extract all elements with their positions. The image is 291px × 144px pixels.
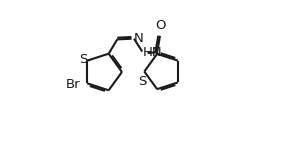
Text: O: O: [155, 19, 166, 32]
Text: HN: HN: [143, 47, 162, 59]
Text: N: N: [134, 32, 144, 45]
Text: S: S: [79, 53, 88, 67]
Text: Br: Br: [66, 78, 81, 91]
Text: S: S: [138, 75, 146, 88]
